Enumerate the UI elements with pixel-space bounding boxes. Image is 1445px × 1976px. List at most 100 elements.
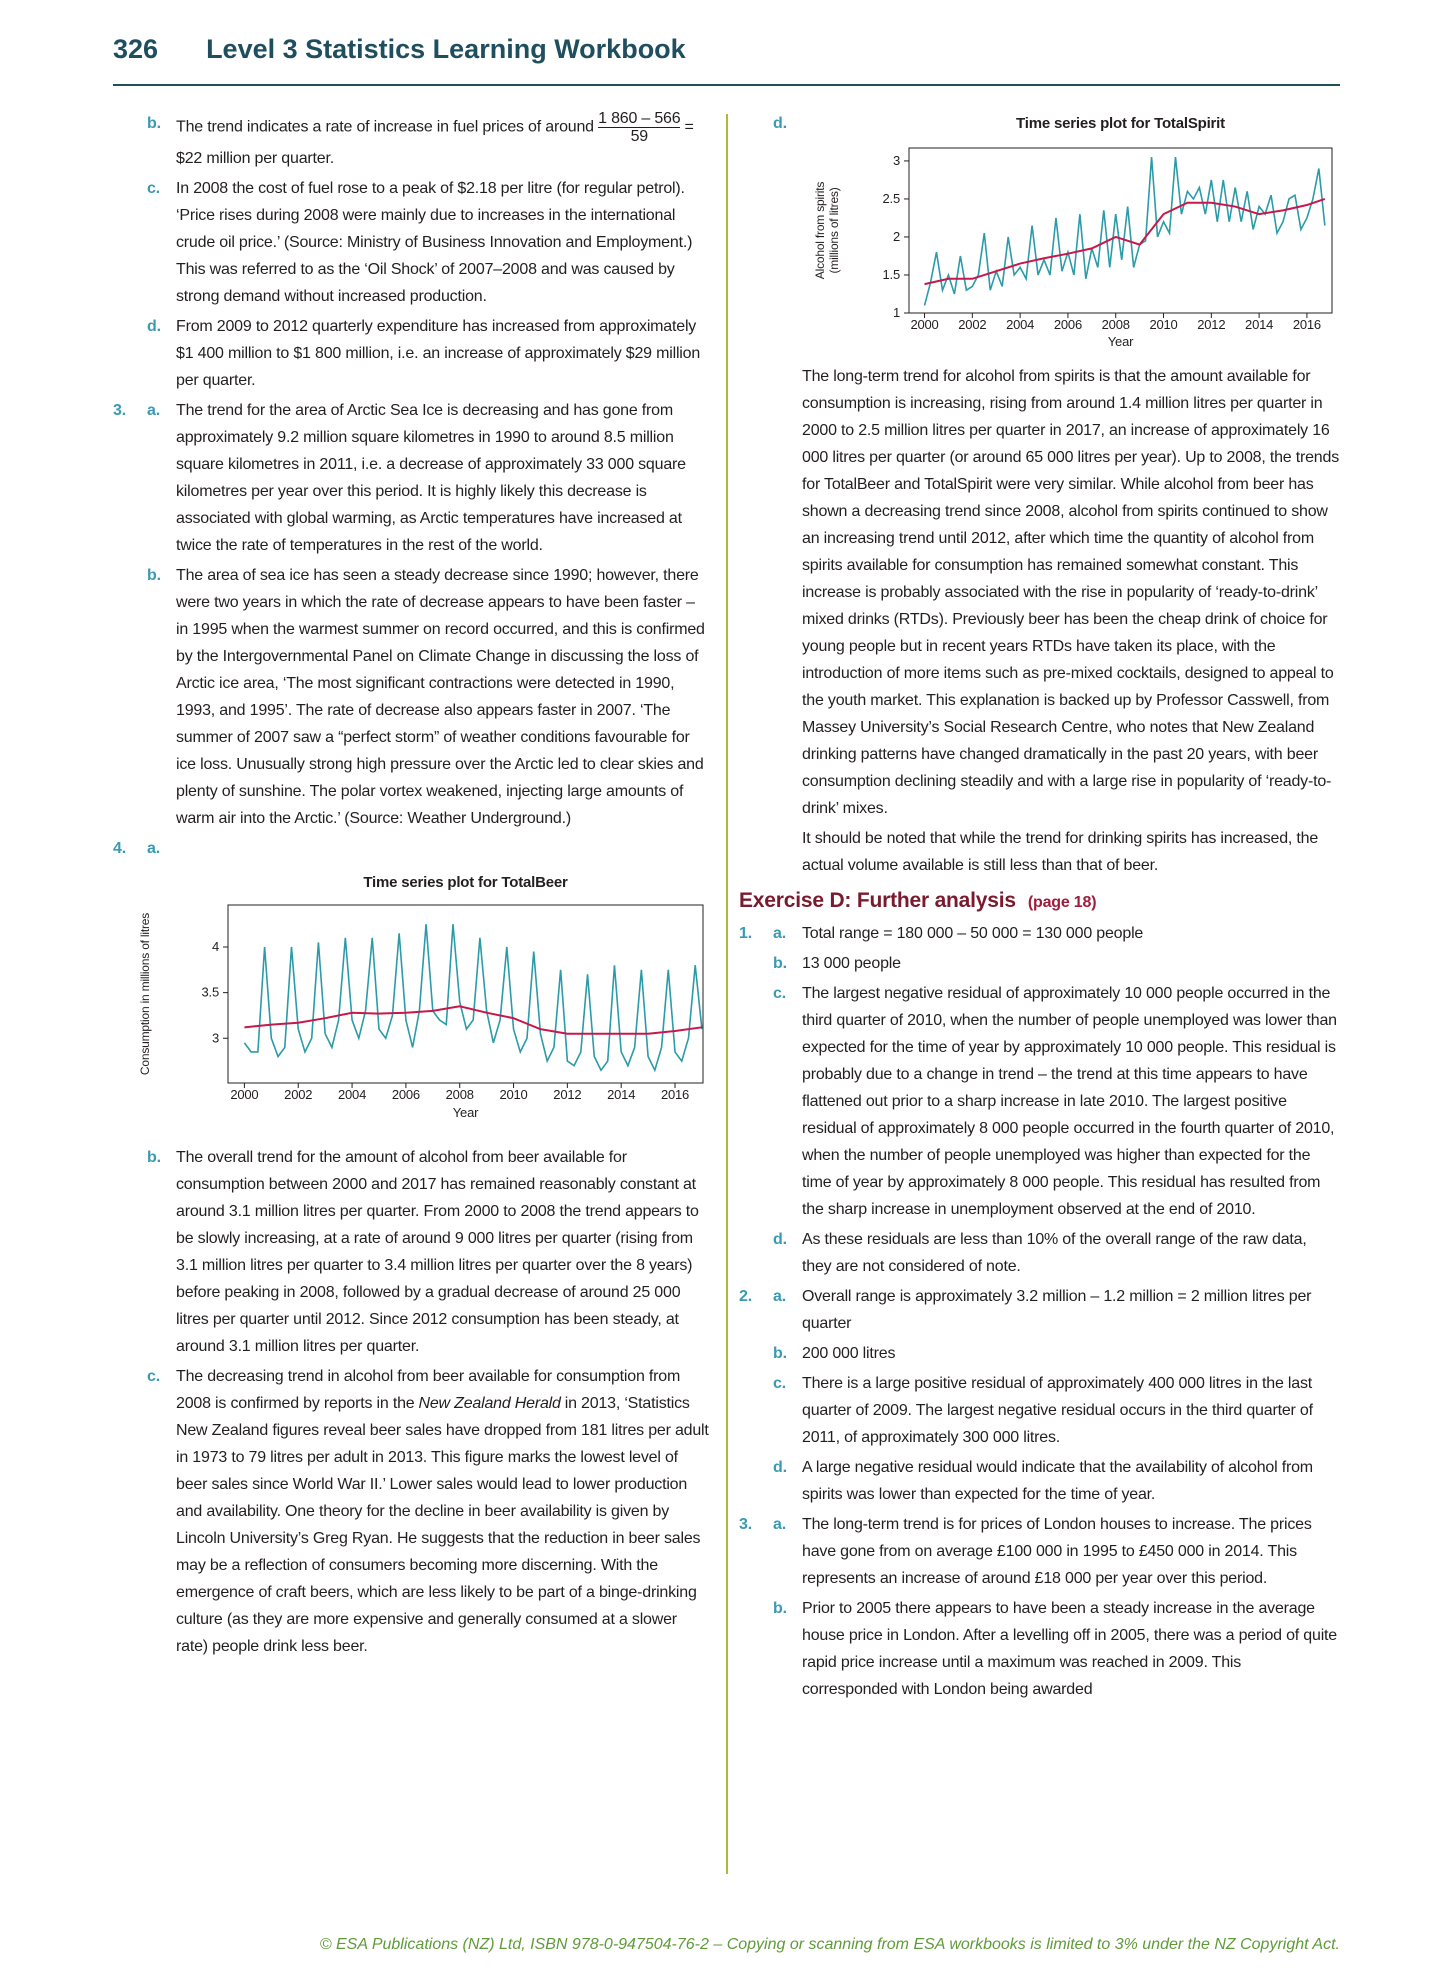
y-axis-label: (millions of litres) bbox=[827, 187, 841, 273]
answer-item: b. The overall trend for the amount of al… bbox=[113, 1144, 710, 1360]
x-tick-label: 2000 bbox=[910, 317, 938, 332]
answer-item: d. A large negative residual would indica… bbox=[739, 1454, 1340, 1508]
x-tick-label: 2008 bbox=[1102, 317, 1130, 332]
x-tick-label: 2004 bbox=[1006, 317, 1034, 332]
y-tick-label: 3 bbox=[212, 1030, 219, 1045]
left-column: b. The trend indicates a rate of increase… bbox=[113, 110, 710, 1663]
text: From 2009 to 2012 quarterly expenditure … bbox=[176, 318, 701, 389]
item-number: 3. bbox=[113, 402, 126, 419]
y-tick-label: 2 bbox=[893, 229, 900, 244]
text: A large negative residual would indicate… bbox=[802, 1459, 1313, 1503]
y-axis-label: Alcohol from spirits bbox=[813, 182, 827, 280]
item-letter: b. bbox=[773, 955, 787, 972]
answer-item: 1. a. Total range = 180 000 – 50 000 = 130… bbox=[739, 920, 1340, 947]
answer-item: 4. a. bbox=[113, 835, 710, 862]
x-axis-label: Year bbox=[453, 1105, 479, 1120]
item-letter: a. bbox=[773, 925, 786, 942]
series-line bbox=[243, 924, 703, 1073]
x-tick-label: 2012 bbox=[553, 1087, 581, 1102]
answer-item: d. As these residuals are less than 10% o… bbox=[739, 1226, 1340, 1280]
item-text: The long-term trend is for prices of Lon… bbox=[802, 1511, 1340, 1592]
emphasis: New Zealand Herald bbox=[418, 1395, 561, 1412]
text: The overall trend for the amount of alco… bbox=[176, 1149, 699, 1355]
fraction: 1 860 – 566 59 bbox=[598, 110, 681, 145]
item-letter: b. bbox=[147, 115, 161, 132]
y-tick-label: 1.5 bbox=[883, 267, 900, 282]
answer-item: c. In 2008 the cost of fuel rose to a pea… bbox=[113, 175, 710, 310]
x-axis-label: Year bbox=[1108, 334, 1134, 349]
header: 326 Level 3 Statistics Learning Workbook bbox=[113, 34, 686, 65]
text: The area of sea ice has seen a steady de… bbox=[176, 567, 705, 827]
item-text: The overall trend for the amount of alco… bbox=[176, 1144, 710, 1360]
item-letter: b. bbox=[147, 1149, 161, 1166]
item-text: The area of sea ice has seen a steady de… bbox=[176, 562, 710, 832]
item-number: 4. bbox=[113, 840, 126, 857]
chart-item: d. Time series plot for TotalSpirit Alcoh… bbox=[739, 110, 1340, 360]
paragraph: The long-term trend for alcohol from spi… bbox=[802, 368, 1339, 817]
item-letter: b. bbox=[773, 1600, 787, 1617]
item-text: There is a large positive residual of ap… bbox=[802, 1370, 1340, 1451]
text: In 2008 the cost of fuel rose to a peak … bbox=[176, 180, 693, 305]
item-text: The trend indicates a rate of increase i… bbox=[176, 110, 710, 172]
item-number: 1. bbox=[739, 925, 752, 942]
item-letter: c. bbox=[773, 985, 786, 1002]
answer-item: 3. a. The long-term trend is for prices of… bbox=[739, 1511, 1340, 1592]
chart-title: Time series plot for TotalBeer bbox=[363, 874, 568, 891]
item-number: 2. bbox=[739, 1288, 752, 1305]
answer-item: d. From 2009 to 2012 quarterly expenditur… bbox=[113, 313, 710, 394]
x-tick-label: 2002 bbox=[958, 317, 986, 332]
item-text: The decreasing trend in alcohol from bee… bbox=[176, 1363, 710, 1660]
y-tick-label: 3.5 bbox=[202, 985, 219, 1000]
column-divider bbox=[726, 114, 728, 1874]
item-text: As these residuals are less than 10% of … bbox=[802, 1226, 1340, 1280]
y-axis-label: Consumption in millions of litres bbox=[138, 913, 152, 1075]
x-tick-label: 2012 bbox=[1197, 317, 1225, 332]
item-letter: a. bbox=[773, 1516, 786, 1533]
answer-item: 2. a. Overall range is approximately 3.2 m… bbox=[739, 1283, 1340, 1337]
item-text: In 2008 the cost of fuel rose to a peak … bbox=[176, 175, 710, 310]
item-letter: c. bbox=[147, 1368, 160, 1385]
item-text: A large negative residual would indicate… bbox=[802, 1454, 1340, 1508]
item-text: 200 000 litres bbox=[802, 1340, 1340, 1367]
item-letter: a. bbox=[773, 1288, 786, 1305]
item-letter: d. bbox=[773, 1231, 787, 1248]
text: The trend indicates a rate of increase i… bbox=[176, 118, 594, 136]
footer: © ESA Publications (NZ) Ltd, ISBN 978-0-… bbox=[319, 1936, 1340, 1953]
y-tick-label: 4 bbox=[212, 939, 219, 954]
series-line bbox=[923, 157, 1326, 306]
item-letter: b. bbox=[147, 567, 161, 584]
fraction-denominator: 59 bbox=[630, 128, 649, 145]
text: The trend for the area of Arctic Sea Ice… bbox=[176, 402, 686, 554]
answer-item: c. The decreasing trend in alcohol from b… bbox=[113, 1363, 710, 1660]
text: Total range = 180 000 – 50 000 = 130 000… bbox=[802, 925, 1144, 942]
item-text: From 2009 to 2012 quarterly expenditure … bbox=[176, 313, 710, 394]
answer-item: 3. a. The trend for the area of Arctic Sea… bbox=[113, 397, 710, 559]
right-column: d. Time series plot for TotalSpirit Alcoh… bbox=[739, 110, 1340, 1706]
text: The long-term trend is for prices of Lon… bbox=[802, 1516, 1312, 1587]
item-letter: d. bbox=[773, 1459, 787, 1476]
fraction-numerator: 1 860 – 566 bbox=[598, 110, 681, 128]
text: Prior to 2005 there appears to have been… bbox=[802, 1600, 1337, 1698]
answer-item: c. There is a large positive residual of … bbox=[739, 1370, 1340, 1451]
text: As these residuals are less than 10% of … bbox=[802, 1231, 1307, 1275]
paragraph: It should be noted that while the trend … bbox=[802, 830, 1319, 874]
text: 200 000 litres bbox=[802, 1345, 896, 1362]
item-letter: c. bbox=[147, 180, 160, 197]
item-text: Total range = 180 000 – 50 000 = 130 000… bbox=[802, 920, 1340, 947]
exercise-title: Exercise D: Further analysis bbox=[739, 889, 1016, 912]
answer-item: b. The area of sea ice has seen a steady … bbox=[113, 562, 710, 832]
plot-frame bbox=[908, 147, 1333, 314]
x-tick-label: 2000 bbox=[230, 1087, 258, 1102]
answer-item: b. 200 000 litres bbox=[739, 1340, 1340, 1367]
chart: Time series plot for TotalBeer Consumptio… bbox=[138, 874, 704, 1120]
book-title: Level 3 Statistics Learning Workbook bbox=[206, 34, 686, 64]
item-letter: d. bbox=[147, 318, 161, 335]
item-letter: c. bbox=[773, 1375, 786, 1392]
answer-item: b. 13 000 people bbox=[739, 950, 1340, 977]
chart-title: Time series plot for TotalSpirit bbox=[1016, 115, 1225, 132]
item-text: The trend for the area of Arctic Sea Ice… bbox=[176, 397, 710, 559]
item-letter: b. bbox=[773, 1345, 787, 1362]
x-tick-label: 2016 bbox=[1293, 317, 1321, 332]
